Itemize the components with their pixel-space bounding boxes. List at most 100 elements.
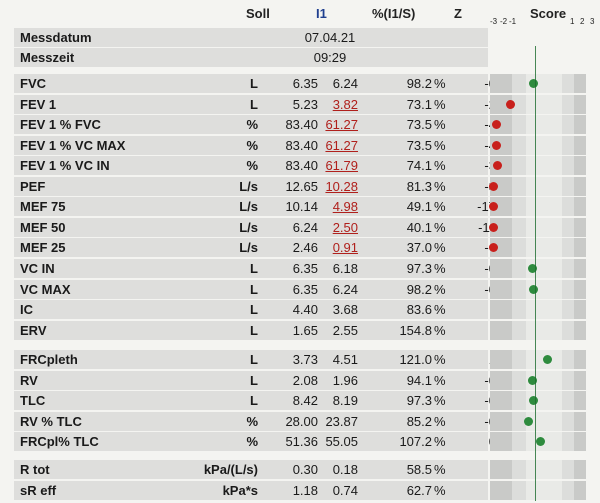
measurement-unit: L/s	[239, 199, 258, 214]
measurement-label: MEF 50	[20, 219, 66, 235]
score-zone	[490, 259, 512, 278]
percent-unit: %	[434, 96, 446, 112]
score-scale-tick: -1	[509, 17, 517, 26]
i1-value: 8.19	[332, 393, 358, 408]
measurement-unit: L/s	[239, 178, 258, 194]
score-zone	[562, 350, 574, 369]
soll-value: 83.40	[285, 137, 318, 153]
meta-row: Messdatum 07.04.21	[14, 28, 488, 47]
score-zone	[526, 115, 562, 134]
score-dot	[529, 79, 539, 88]
measurement-row: IC L 4.40 3.68 83.6%	[14, 300, 488, 319]
measurement-row: sR eff kPa*s 1.18 0.74 62.7%	[14, 480, 488, 500]
score-zone	[562, 259, 574, 278]
score-dot	[492, 120, 502, 129]
score-zone	[526, 238, 562, 257]
score-zone	[512, 279, 526, 299]
score-zone	[574, 217, 586, 237]
percent-value: 121.0	[399, 352, 432, 367]
score-zone	[562, 411, 574, 431]
score-band	[490, 350, 586, 369]
percent-value: 37.0	[406, 240, 432, 255]
score-band	[490, 320, 586, 340]
score-zone	[512, 135, 526, 155]
score-zone	[526, 156, 562, 175]
score-zone	[512, 217, 526, 237]
percent-unit: %	[434, 158, 446, 173]
percent-unit: %	[434, 219, 446, 235]
soll-value: 2.46	[292, 240, 318, 255]
score-scale-tick: -3	[490, 17, 498, 26]
measurement-unit: %	[246, 137, 258, 153]
measurement-unit: L/s	[239, 219, 258, 235]
score-zone	[526, 300, 562, 319]
percent-unit: %	[434, 434, 446, 449]
score-zone	[490, 94, 512, 114]
score-zone	[512, 259, 526, 278]
score-zone	[512, 94, 526, 114]
score-zone	[574, 238, 586, 257]
percent-value: 62.7	[406, 482, 432, 498]
score-zone	[574, 300, 586, 319]
i1-value: 4.98	[332, 199, 358, 214]
score-dot	[528, 264, 538, 273]
measurement-label: RV % TLC	[20, 413, 82, 429]
score-zone	[512, 197, 526, 216]
score-zone	[490, 460, 512, 479]
measurement-unit: %	[246, 434, 258, 449]
score-zone	[562, 432, 574, 451]
percent-unit: %	[434, 240, 446, 255]
measurement-unit: kPa*s	[222, 482, 258, 498]
score-dot	[489, 202, 499, 211]
score-zone	[562, 279, 574, 299]
percent-unit: %	[434, 462, 446, 477]
score-zone	[512, 74, 526, 93]
measurement-label: sR eff	[20, 482, 57, 498]
percent-unit: %	[434, 322, 446, 338]
i1-value: 6.18	[332, 261, 358, 276]
score-zone	[562, 135, 574, 155]
percent-value: 97.3	[406, 261, 432, 276]
score-zone	[562, 156, 574, 175]
percent-value: 58.5	[406, 462, 432, 477]
score-dot	[528, 396, 538, 405]
measurement-unit: L	[250, 352, 258, 367]
score-band	[490, 411, 586, 431]
soll-value: 10.14	[285, 199, 318, 214]
score-band	[490, 156, 586, 175]
measurement-label: ERV	[20, 322, 47, 338]
percent-unit: %	[434, 199, 446, 214]
score-zone	[490, 370, 512, 390]
score-zone	[512, 480, 526, 500]
measurement-label: TLC	[20, 393, 46, 408]
score-zone	[562, 217, 574, 237]
measurement-unit: L	[250, 281, 258, 297]
percent-value: 83.6	[406, 302, 432, 317]
score-zone	[490, 411, 512, 431]
soll-value: 6.24	[292, 219, 318, 235]
score-zone	[512, 460, 526, 479]
i1-value: 3.68	[332, 302, 358, 317]
col-header-i1: I1	[316, 6, 327, 21]
score-zone	[490, 176, 512, 196]
percent-value: 97.3	[406, 393, 432, 408]
score-zone	[562, 115, 574, 134]
measurement-label: FRCpl% TLC	[20, 434, 99, 449]
score-zone	[490, 197, 512, 216]
score-zone	[490, 391, 512, 410]
percent-value: 49.1	[406, 199, 432, 214]
i1-value: 61.79	[325, 158, 358, 173]
col-header-soll: Soll	[246, 6, 270, 21]
score-zone	[512, 115, 526, 134]
soll-value: 83.40	[285, 117, 318, 132]
score-band	[489, 217, 586, 237]
